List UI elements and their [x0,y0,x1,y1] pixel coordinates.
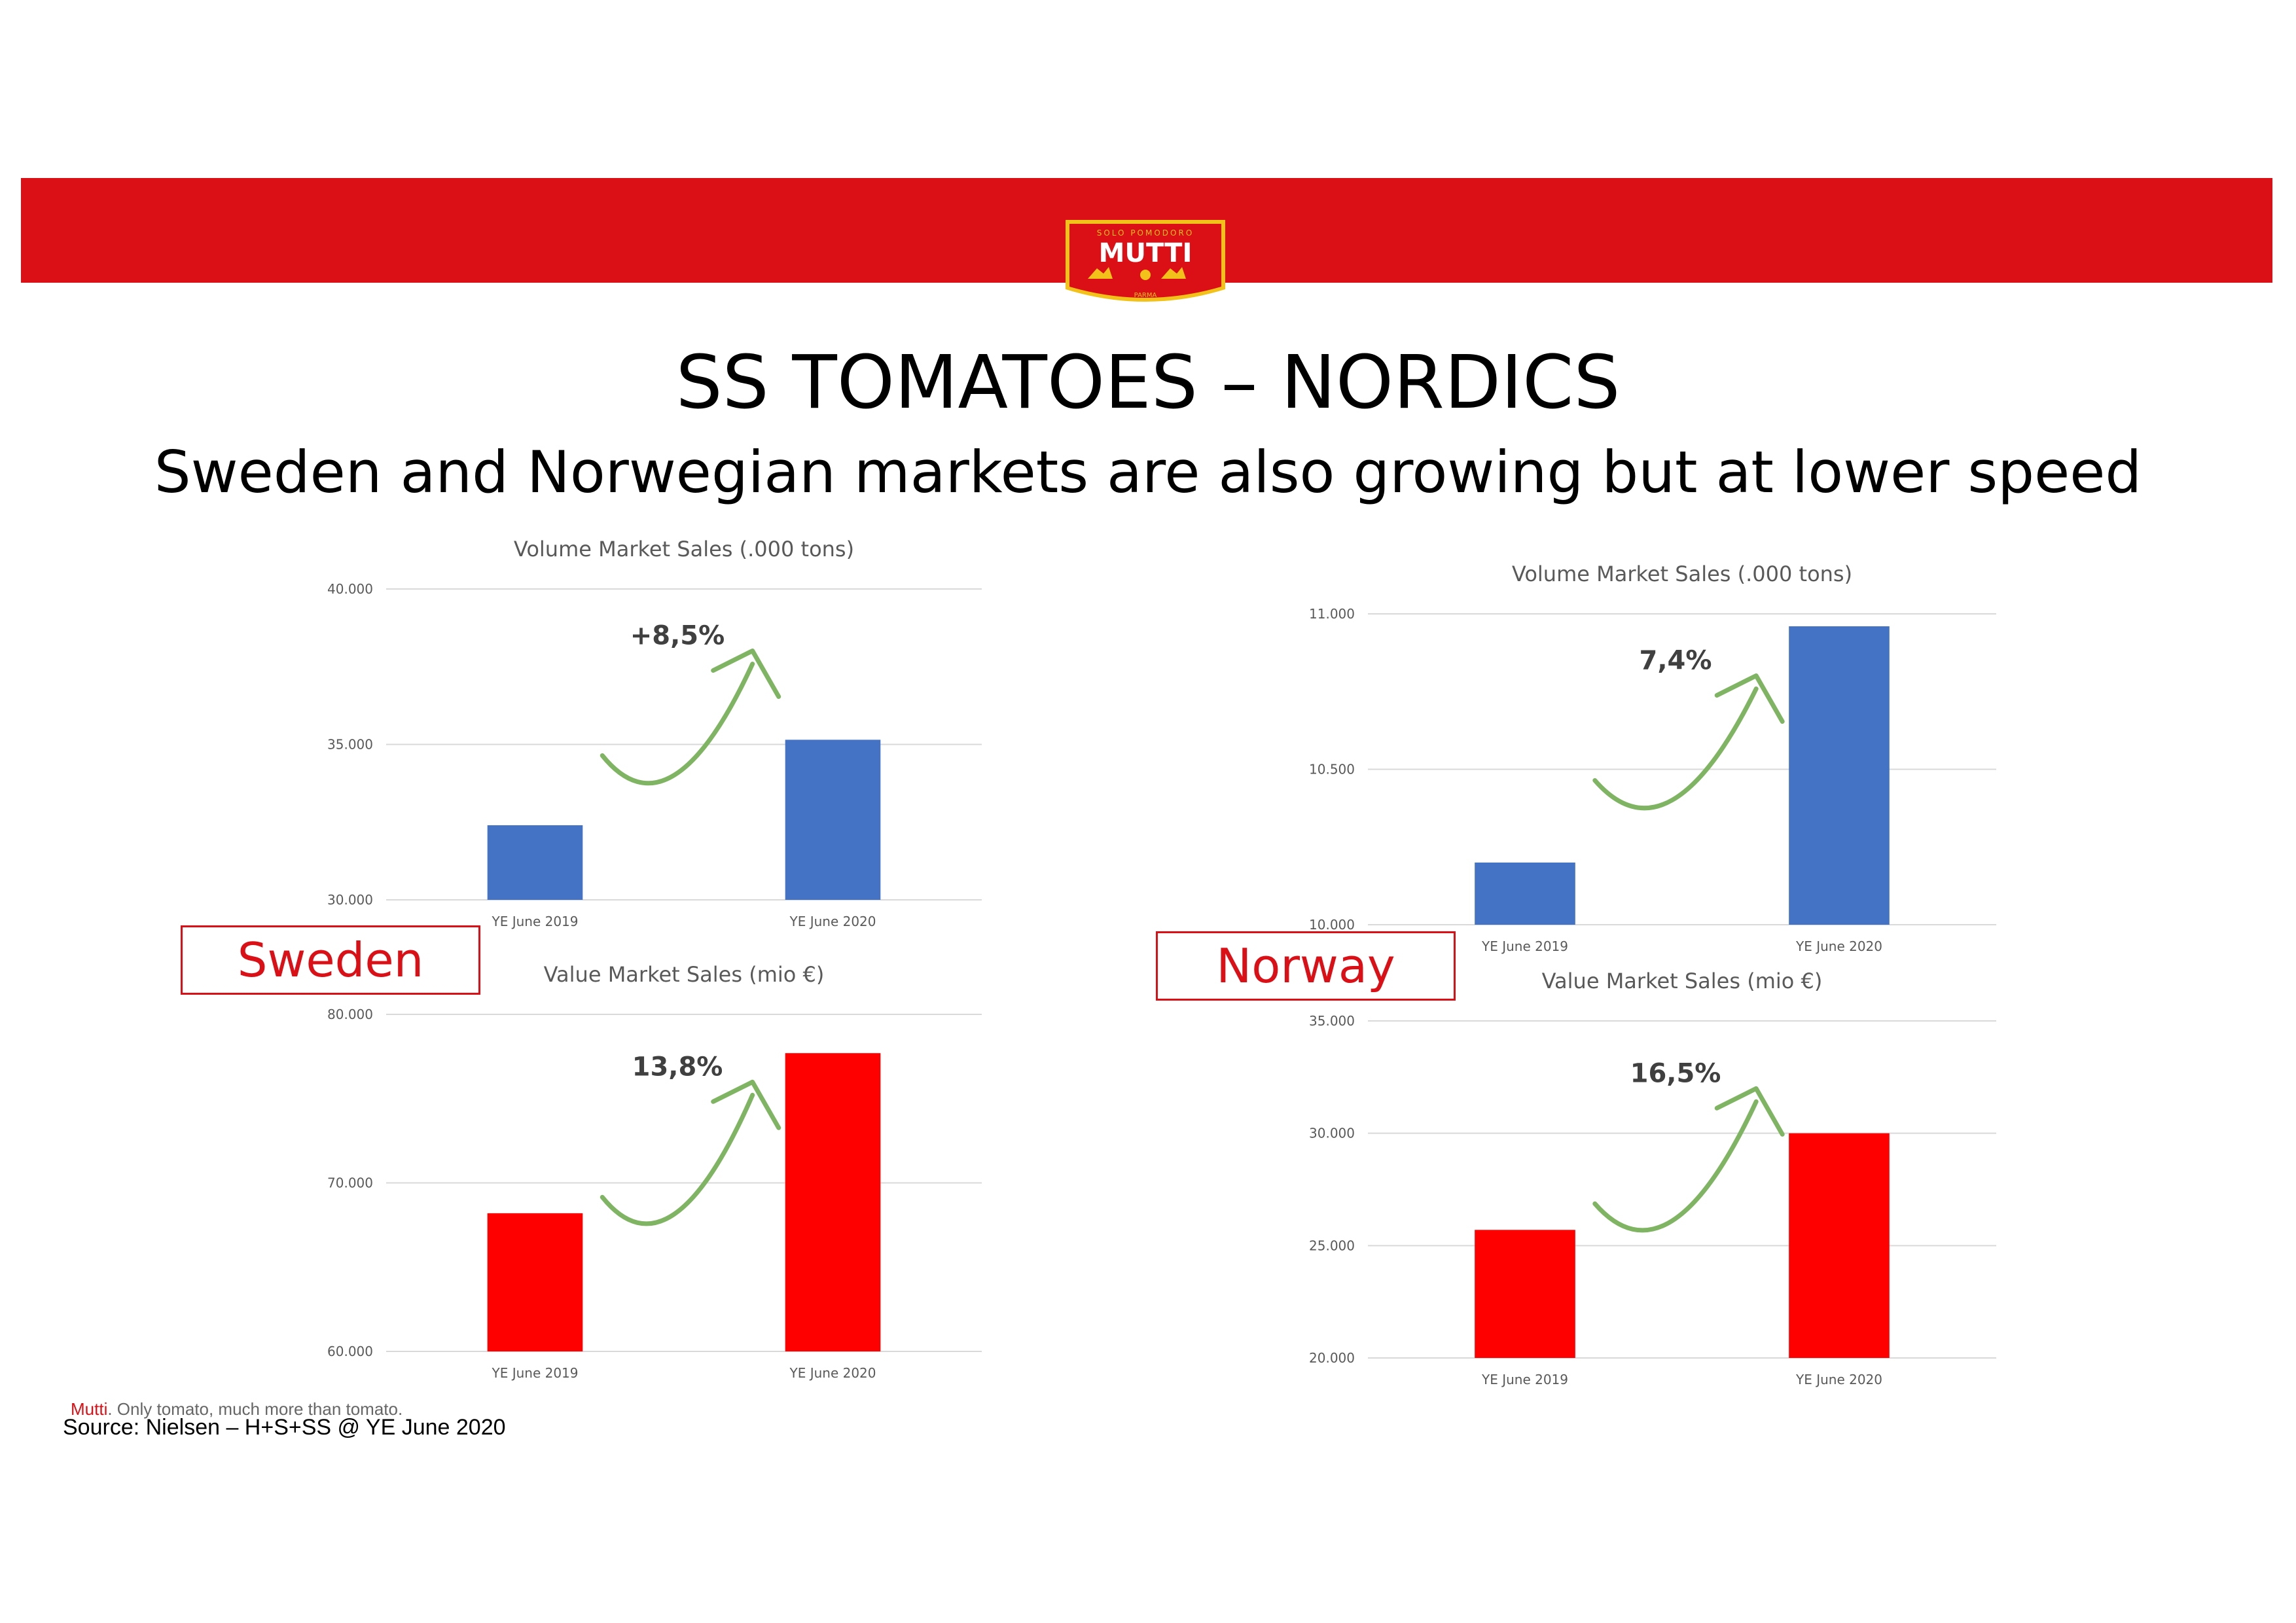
y-tick-label: 60.000 [327,1344,373,1359]
page-subtitle: Sweden and Norwegian markets are also gr… [154,438,2142,506]
growth-arrow-head [711,649,781,699]
source-note: Source: Nielsen – H+S+SS @ YE June 2020 [63,1415,506,1440]
bar [1475,1230,1575,1358]
growth-annotation: 16,5% [1630,1058,1721,1088]
bar [1475,863,1575,925]
page-title: SS TOMATOES – NORDICS [675,340,1621,425]
growth-annotation: +8,5% [630,621,725,651]
x-tick-label: YE June 2020 [1795,938,1882,954]
y-tick-label: 40.000 [327,581,373,597]
y-tick-label: 10.000 [1309,917,1355,933]
x-tick-label: YE June 2019 [491,1365,578,1381]
chart-svg: Volume Market Sales (.000 tons) 10.000 10.… [1309,562,1996,954]
footer-brand: Mutti [71,1399,108,1419]
growth-arrow [1592,1099,1759,1233]
growth-annotation: 7,4% [1640,646,1712,676]
chart-svg: Value Market Sales (mio €) 60.000 70.000 80… [327,962,982,1381]
norway-label: Norway [1156,931,1456,1001]
mutti-logo: SOLO POMODORO MUTTI PARMA [1066,220,1225,302]
norway-value-chart: Value Market Sales (mio €) 20.000 25.000 30… [1283,962,2022,1394]
y-tick-label: 80.000 [327,1007,373,1022]
y-tick-label: 35.000 [327,737,373,753]
growth-arrow-head [1714,1086,1785,1137]
x-tick-label: YE June 2019 [1481,1372,1568,1387]
growth-arrow-head [711,1079,781,1130]
sweden-label: Sweden [181,925,480,995]
bar [487,1213,583,1351]
x-tick-label: YE June 2020 [789,1365,876,1381]
bar [487,825,583,900]
chart-title: Value Market Sales (mio €) [544,962,825,987]
footer-tagline-text: . Only tomato, much more than tomato. [107,1399,403,1419]
y-tick-label: 30.000 [1309,1126,1355,1141]
sweden-value-chart: Value Market Sales (mio €) 60.000 70.000 80… [301,955,1008,1387]
y-tick-label: 10.500 [1309,762,1355,777]
bar [1789,626,1890,925]
growth-arrow [600,1092,755,1226]
x-tick-label: YE June 2020 [1795,1372,1882,1387]
y-tick-label: 20.000 [1309,1350,1355,1366]
y-tick-label: 70.000 [327,1175,373,1191]
y-tick-label: 30.000 [327,892,373,908]
chart-title: Value Market Sales (mio €) [1542,969,1823,993]
svg-text:PARMA: PARMA [1134,292,1157,299]
sweden-volume-chart: Volume Market Sales (.000 tons) 30.000 35.… [301,530,1008,936]
growth-annotation: 13,8% [632,1052,723,1082]
x-tick-label: YE June 2019 [1481,938,1568,954]
footer-tagline: Mutti. Only tomato, much more than tomat… [71,1399,403,1419]
bar [1789,1133,1890,1358]
growth-arrow-head [1714,673,1785,724]
svg-text:MUTTI: MUTTI [1099,238,1193,268]
growth-arrow [1592,687,1759,811]
chart-title: Volume Market Sales (.000 tons) [1512,562,1852,586]
svg-text:SOLO POMODORO: SOLO POMODORO [1097,228,1194,238]
bar [785,740,881,900]
y-tick-label: 35.000 [1309,1013,1355,1029]
y-tick-label: 11.000 [1309,606,1355,622]
y-tick-label: 25.000 [1309,1238,1355,1253]
x-tick-label: YE June 2019 [491,914,578,929]
bar [785,1053,881,1351]
chart-title: Volume Market Sales (.000 tons) [514,537,854,562]
x-tick-label: YE June 2020 [789,914,876,929]
chart-svg: Volume Market Sales (.000 tons) 30.000 35.… [327,537,982,929]
growth-arrow [600,662,755,785]
norway-volume-chart: Volume Market Sales (.000 tons) 10.000 10.… [1283,555,2022,961]
chart-svg: Value Market Sales (mio €) 20.000 25.000 30… [1309,969,1996,1387]
